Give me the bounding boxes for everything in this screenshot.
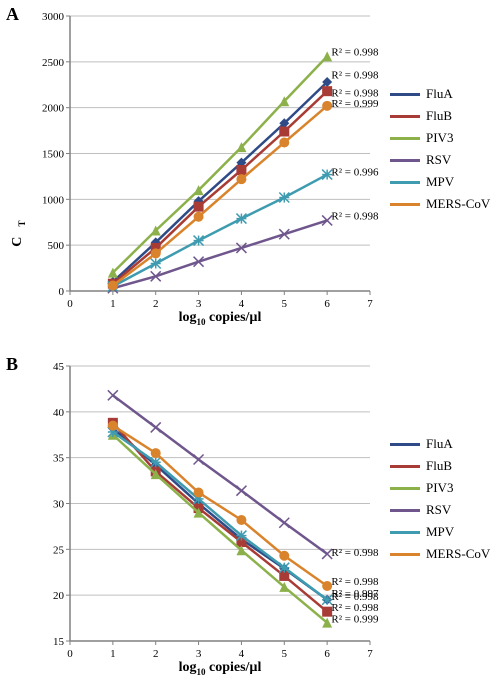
- legend-swatch: [390, 465, 420, 468]
- legend-label: FluA: [426, 436, 453, 452]
- svg-text:35: 35: [53, 453, 65, 465]
- svg-text:2: 2: [153, 298, 159, 310]
- svg-text:5: 5: [282, 298, 288, 310]
- svg-text:0: 0: [59, 286, 65, 298]
- svg-text:R² = 0.998: R² = 0.998: [331, 69, 379, 81]
- legend-item: MERS-CoV: [390, 196, 490, 212]
- svg-text:15: 15: [53, 636, 65, 648]
- svg-text:5: 5: [282, 648, 288, 660]
- legend-swatch: [390, 443, 420, 446]
- legend-label: FluA: [426, 86, 453, 102]
- y-axis-label-b: CT: [10, 91, 30, 366]
- svg-text:6: 6: [324, 298, 330, 310]
- legend-swatch: [390, 553, 420, 556]
- svg-text:R² = 0.999: R² = 0.999: [331, 98, 379, 110]
- svg-text:1500: 1500: [42, 149, 65, 161]
- svg-text:2: 2: [153, 648, 159, 660]
- legend-swatch: [390, 203, 420, 206]
- legend-item: FluA: [390, 436, 490, 452]
- svg-text:4: 4: [239, 648, 245, 660]
- svg-text:R² = 0.998: R² = 0.998: [331, 547, 379, 559]
- plot-area-a: 05001000150020002500300001234567R² = 0.9…: [70, 16, 370, 291]
- legend-swatch: [390, 487, 420, 490]
- svg-text:1: 1: [110, 648, 116, 660]
- legend-item: FluB: [390, 458, 490, 474]
- legend-label: FluB: [426, 108, 452, 124]
- svg-text:45: 45: [53, 361, 65, 373]
- legend-label: MERS-CoV: [426, 196, 490, 212]
- svg-text:20: 20: [53, 590, 65, 602]
- figure: A 05001000150020002500300001234567R² = 0…: [0, 0, 500, 695]
- legend-label: MPV: [426, 174, 454, 190]
- svg-text:R² = 0.999: R² = 0.999: [331, 614, 379, 626]
- legend-swatch: [390, 531, 420, 534]
- legend-swatch: [390, 159, 420, 162]
- legend-label: MERS-CoV: [426, 546, 490, 562]
- svg-text:3: 3: [196, 298, 202, 310]
- legend-label: PIV3: [426, 130, 453, 146]
- legend-label: FluB: [426, 458, 452, 474]
- x-axis-label-b: log10 copies/µl: [70, 660, 370, 677]
- svg-text:R² = 0.998: R² = 0.998: [331, 602, 379, 614]
- svg-text:0: 0: [67, 648, 73, 660]
- svg-text:1000: 1000: [42, 194, 65, 206]
- legend-swatch: [390, 137, 420, 140]
- svg-text:40: 40: [53, 407, 65, 419]
- legend-label: PIV3: [426, 480, 453, 496]
- legend-swatch: [390, 509, 420, 512]
- legend-item: PIV3: [390, 130, 490, 146]
- svg-text:R² = 0.998: R² = 0.998: [331, 576, 379, 588]
- legend-item: RSV: [390, 152, 490, 168]
- legend-label: RSV: [426, 502, 451, 518]
- svg-text:7: 7: [367, 648, 373, 660]
- legend-swatch: [390, 93, 420, 96]
- legend-item: FluA: [390, 86, 490, 102]
- svg-text:7: 7: [367, 298, 373, 310]
- legend-label: RSV: [426, 152, 451, 168]
- svg-text:2500: 2500: [42, 57, 65, 69]
- svg-text:2000: 2000: [42, 103, 65, 115]
- svg-text:R² = 0.996: R² = 0.996: [331, 167, 379, 179]
- svg-text:R² = 0.998: R² = 0.998: [331, 46, 379, 58]
- legend-item: PIV3: [390, 480, 490, 496]
- legend-item: MPV: [390, 174, 490, 190]
- legend-item: RSV: [390, 502, 490, 518]
- svg-text:0: 0: [67, 298, 73, 310]
- x-axis-label-a: log10 copies/µl: [70, 310, 370, 327]
- svg-text:4: 4: [239, 298, 245, 310]
- y-axis-label-a: MFI: [10, 0, 30, 16]
- svg-text:3000: 3000: [42, 11, 65, 23]
- legend-b: FluA FluB PIV3 RSV MPV MERS-CoV: [390, 430, 490, 568]
- svg-text:6: 6: [324, 648, 330, 660]
- legend-item: FluB: [390, 108, 490, 124]
- legend-label: MPV: [426, 524, 454, 540]
- legend-a: FluA FluB PIV3 RSV MPV MERS-CoV: [390, 80, 490, 218]
- svg-text:1: 1: [110, 298, 116, 310]
- legend-item: MERS-CoV: [390, 546, 490, 562]
- panel-a: A 05001000150020002500300001234567R² = 0…: [0, 0, 500, 340]
- legend-swatch: [390, 115, 420, 118]
- svg-text:R² = 0.998: R² = 0.998: [331, 211, 379, 223]
- panel-b: B 1520253035404501234567R² = 0.998R² = 0…: [0, 350, 500, 695]
- svg-text:25: 25: [53, 544, 65, 556]
- legend-swatch: [390, 181, 420, 184]
- svg-text:30: 30: [53, 499, 65, 511]
- svg-text:500: 500: [48, 240, 65, 252]
- legend-item: MPV: [390, 524, 490, 540]
- plot-area-b: 1520253035404501234567R² = 0.998R² = 0.9…: [70, 366, 370, 641]
- svg-text:3: 3: [196, 648, 202, 660]
- svg-text:R² = 0.997: R² = 0.997: [331, 588, 379, 600]
